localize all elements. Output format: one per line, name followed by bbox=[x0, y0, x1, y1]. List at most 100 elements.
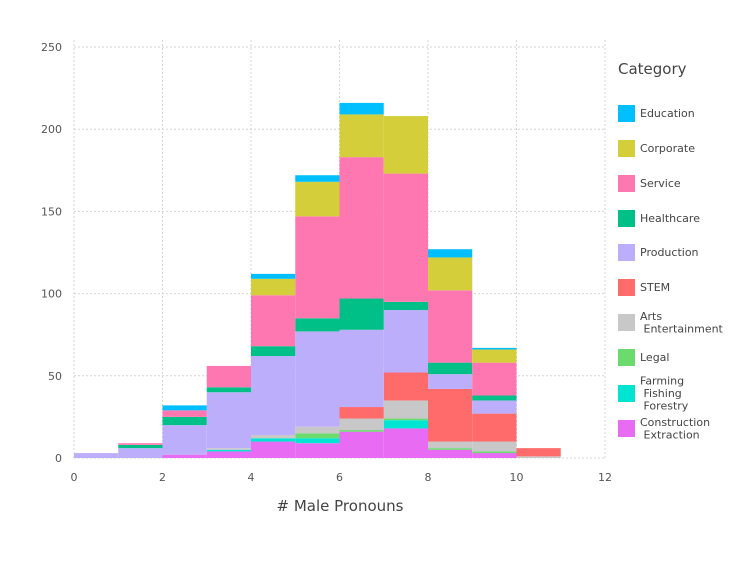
bar-segment-service bbox=[118, 443, 163, 445]
bar-segment-corporate bbox=[472, 349, 517, 363]
bar-segment-production bbox=[428, 374, 473, 389]
bar-segment-healthcare bbox=[162, 416, 207, 426]
bar-segment-service bbox=[428, 290, 473, 363]
legend-label-legal: Legal bbox=[640, 351, 669, 364]
bar-segment-healthcare bbox=[206, 387, 251, 393]
bar-segment-education bbox=[162, 405, 207, 411]
bar-segment-arts-entertainment bbox=[472, 441, 517, 452]
bar-segment-arts-entertainment bbox=[295, 426, 340, 434]
bar-segment-corporate bbox=[383, 116, 428, 174]
bar-segment-healthcare bbox=[472, 395, 517, 401]
bar-segment-production bbox=[74, 453, 119, 458]
bar-segment-service bbox=[383, 173, 428, 302]
legend-swatch-stem bbox=[618, 279, 635, 296]
bar-segment-construction-extraction bbox=[162, 454, 207, 458]
bar-segment-stem bbox=[472, 413, 517, 442]
bar-segment-stem bbox=[383, 372, 428, 401]
x-tick-label: 12 bbox=[598, 471, 612, 484]
bar-segment-arts-entertainment bbox=[383, 400, 428, 419]
legend-label-construction-extraction: Construction Extraction bbox=[640, 416, 710, 442]
y-tick-label: 100 bbox=[41, 288, 62, 301]
legend-swatch-service bbox=[618, 175, 635, 192]
bar-segment-education bbox=[251, 273, 296, 279]
y-tick-label: 0 bbox=[55, 452, 62, 465]
bar-segment-farming-fishing-forestry bbox=[251, 438, 296, 442]
x-axis-ticks: 0 2 4 6 8 10 12 bbox=[71, 471, 613, 484]
bar-segment-education bbox=[339, 102, 384, 115]
bar-segment-education bbox=[472, 347, 517, 350]
legend-label-corporate: Corporate bbox=[640, 142, 695, 155]
legend-swatch-production bbox=[618, 244, 635, 261]
bar-segment-production bbox=[472, 400, 517, 414]
bar-segment-service bbox=[206, 365, 251, 388]
bar-segment-arts-entertainment bbox=[206, 448, 251, 450]
bar-segment-healthcare bbox=[383, 301, 428, 311]
bar-segment-service bbox=[339, 157, 384, 299]
bar-segment-production bbox=[383, 310, 428, 373]
bar-segment-education bbox=[295, 175, 340, 182]
legend-swatch-arts-entertainment bbox=[618, 314, 635, 331]
bar-segment-healthcare bbox=[428, 362, 473, 375]
bar-segment-construction-extraction bbox=[383, 428, 428, 458]
bar-segment-service bbox=[251, 295, 296, 347]
bar-segment-production bbox=[206, 392, 251, 449]
bar-segment-construction-extraction bbox=[295, 443, 340, 458]
legend: Category Education Corporate Service Health… bbox=[618, 60, 724, 441]
bar-segment-service bbox=[162, 410, 207, 417]
x-tick-label: 8 bbox=[425, 471, 432, 484]
bar-segment-corporate bbox=[295, 181, 340, 217]
bar-segment-healthcare bbox=[339, 298, 384, 330]
legend-label-arts-entertainment: Arts Entertainment bbox=[640, 310, 724, 336]
bar-segment-construction-extraction bbox=[428, 449, 473, 458]
legend-swatch-healthcare bbox=[618, 210, 635, 227]
bar-segment-arts-entertainment bbox=[428, 441, 473, 449]
bar-segment-legal bbox=[295, 433, 340, 439]
bar-segment-farming-fishing-forestry bbox=[206, 449, 251, 452]
y-tick-label: 250 bbox=[41, 41, 62, 54]
bar-segment-service bbox=[295, 216, 340, 319]
bar-segment-production bbox=[118, 448, 163, 458]
bar-segment-legal bbox=[339, 430, 384, 432]
bar-segment-production bbox=[295, 331, 340, 427]
bar-segment-healthcare bbox=[251, 346, 296, 357]
x-tick-label: 0 bbox=[71, 471, 78, 484]
bar-segment-construction-extraction bbox=[472, 453, 517, 458]
y-axis-ticks: 0 50 100 150 200 250 bbox=[41, 41, 62, 465]
bar-segment-production bbox=[251, 356, 296, 435]
bar-segment-corporate bbox=[428, 257, 473, 291]
legend-label-service: Service bbox=[640, 177, 681, 190]
bar-segment-corporate bbox=[339, 114, 384, 158]
x-tick-label: 4 bbox=[248, 471, 255, 484]
bar-segment-stem bbox=[516, 448, 561, 457]
legend-swatch-construction-extraction bbox=[618, 420, 635, 437]
bar-segment-legal bbox=[472, 451, 517, 454]
y-tick-label: 200 bbox=[41, 123, 62, 136]
bar-segment-healthcare bbox=[295, 318, 340, 332]
bar-segment-arts-entertainment bbox=[251, 434, 296, 439]
bar-segment-stem bbox=[339, 407, 384, 419]
y-tick-label: 50 bbox=[48, 370, 62, 383]
x-axis-title: # Male Pronouns bbox=[277, 497, 404, 515]
legend-swatch-education bbox=[618, 105, 635, 122]
bar-segment-stem bbox=[428, 388, 473, 442]
bar-segment-education bbox=[428, 249, 473, 258]
x-tick-label: 10 bbox=[510, 471, 524, 484]
bar-segment-production bbox=[162, 425, 207, 455]
x-tick-label: 2 bbox=[159, 471, 166, 484]
legend-label-healthcare: Healthcare bbox=[640, 212, 700, 225]
legend-swatch-legal bbox=[618, 349, 635, 366]
bar-segment-production bbox=[339, 329, 384, 408]
bars bbox=[74, 102, 561, 458]
legend-swatch-farming-fishing-forestry bbox=[618, 385, 635, 402]
x-tick-label: 6 bbox=[336, 471, 343, 484]
bar-segment-construction-extraction bbox=[251, 441, 296, 458]
legend-title: Category bbox=[618, 60, 687, 78]
bar-segment-arts-entertainment bbox=[339, 418, 384, 431]
legend-swatch-corporate bbox=[618, 140, 635, 157]
bar-segment-corporate bbox=[251, 278, 296, 296]
bar-segment-construction-extraction bbox=[206, 451, 251, 458]
bar-segment-healthcare bbox=[118, 444, 163, 449]
legend-label-production: Production bbox=[640, 246, 699, 259]
bar-segment-service bbox=[472, 362, 517, 396]
